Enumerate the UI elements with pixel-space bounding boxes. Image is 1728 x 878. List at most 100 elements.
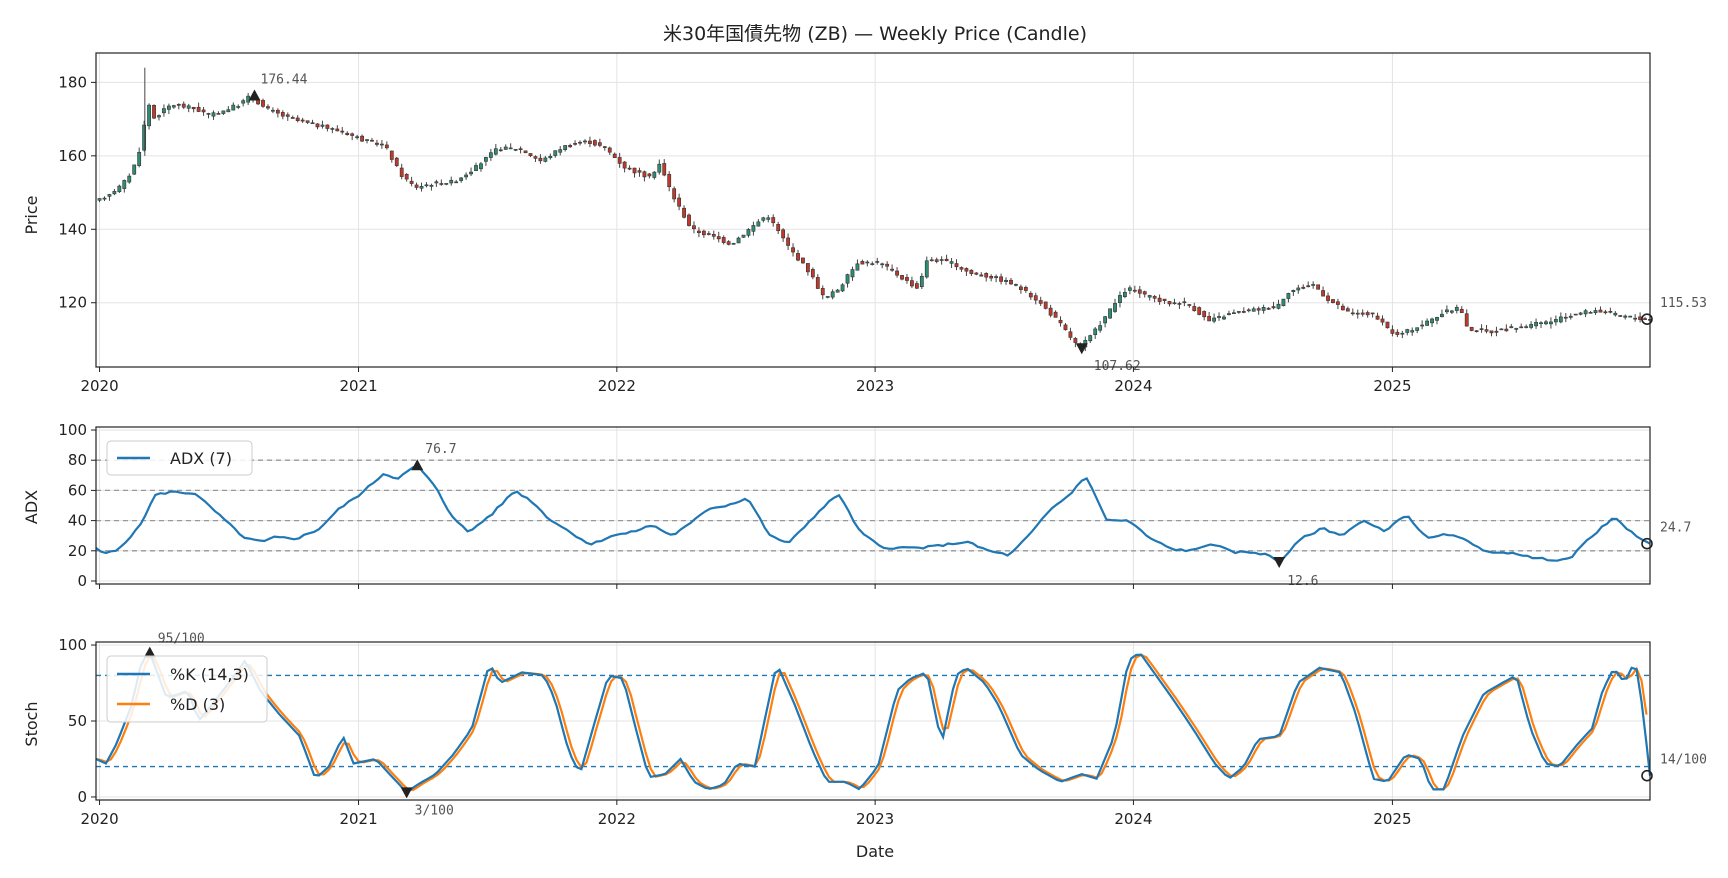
candle-body	[1420, 324, 1425, 327]
candle-body	[865, 261, 870, 264]
price-candles	[97, 67, 1652, 352]
candle-body	[1093, 328, 1098, 336]
candle-body	[1023, 287, 1028, 291]
stoch-grid	[96, 642, 1650, 800]
candle-body	[810, 269, 815, 278]
candle-body	[652, 171, 657, 178]
candle-body	[924, 260, 929, 278]
candle-body	[1568, 315, 1573, 318]
candle-body	[840, 284, 845, 292]
candle-body	[741, 234, 746, 238]
candle-body	[563, 145, 568, 150]
candle-body	[746, 229, 751, 236]
price-x-tick-label: 2020	[80, 377, 118, 395]
price-y-tick-label: 180	[58, 73, 87, 91]
candle-body	[157, 115, 161, 118]
candle-body	[1608, 311, 1613, 313]
price-y-tick-label: 120	[58, 294, 87, 312]
adx-y-tick-label: 80	[68, 451, 87, 469]
candle-body	[1182, 301, 1187, 304]
candle-body	[1296, 287, 1301, 291]
candle-body	[1236, 311, 1241, 313]
candle-body	[657, 163, 662, 173]
candle-body	[528, 153, 533, 157]
candle-body	[1514, 328, 1519, 330]
candle-body	[756, 221, 761, 227]
candle-body	[969, 269, 974, 274]
candle-body	[1553, 319, 1558, 323]
candle-body	[786, 237, 790, 246]
candle-body	[751, 225, 756, 232]
candle-body	[414, 184, 419, 188]
candle-body	[672, 188, 677, 200]
candle-body	[191, 106, 196, 110]
candle-body	[1227, 313, 1231, 315]
stoch-x-tick-label: 2024	[1114, 810, 1152, 828]
candle-body	[1232, 312, 1236, 314]
candle-body	[1425, 320, 1429, 326]
adx-last-label: 24.7	[1660, 521, 1691, 536]
candle-body	[662, 163, 667, 176]
candle-body	[533, 156, 538, 159]
candle-body	[394, 157, 399, 166]
candle-body	[137, 151, 142, 166]
candle-body	[1643, 318, 1647, 320]
candle-body	[1142, 291, 1147, 295]
candle-body	[900, 275, 904, 280]
candle-body	[474, 165, 478, 172]
candle-body	[845, 274, 850, 284]
candle-body	[1103, 316, 1108, 324]
candle-body	[285, 114, 290, 117]
candle-body	[706, 233, 711, 235]
candle-body	[830, 291, 835, 298]
candle-body	[300, 119, 305, 122]
candle-body	[518, 148, 523, 150]
candle-body	[1127, 287, 1132, 291]
candle-body	[1286, 293, 1291, 299]
candle-body	[449, 179, 454, 184]
candle-body	[1157, 297, 1162, 302]
candle-body	[1063, 324, 1068, 331]
candle-body	[890, 268, 895, 271]
candle-body	[325, 124, 330, 129]
candle-body	[1256, 308, 1261, 311]
candle-body	[434, 181, 439, 184]
candle-body	[166, 105, 171, 110]
candle-body	[573, 143, 577, 145]
candle-body	[1524, 326, 1529, 328]
candle-body	[617, 157, 622, 164]
candle-body	[1172, 302, 1177, 305]
candle-body	[379, 143, 384, 146]
candle-body	[1212, 317, 1216, 322]
candle-body	[602, 146, 607, 148]
candle-body	[1038, 300, 1043, 304]
price-x-tick-label: 2025	[1373, 377, 1411, 395]
stoch-legend-d-label: %D (3)	[170, 695, 225, 714]
candle-body	[1588, 312, 1593, 314]
candle-body	[597, 142, 602, 146]
stoch-max-marker	[143, 646, 156, 658]
candle-body	[419, 185, 424, 189]
candle-body	[929, 259, 934, 262]
candle-body	[201, 109, 206, 113]
candle-body	[538, 157, 543, 162]
candle-body	[687, 214, 691, 226]
adx-min-marker	[1273, 556, 1286, 568]
candle-body	[181, 103, 186, 108]
candle-body	[345, 132, 350, 136]
candle-body	[1435, 316, 1439, 321]
candle-body	[1217, 316, 1221, 318]
candle-body	[622, 161, 627, 169]
candle-body	[1474, 330, 1479, 333]
candle-body	[1469, 326, 1474, 331]
candle-body	[1251, 308, 1256, 312]
candle-body	[176, 104, 181, 106]
candle-body	[365, 139, 369, 141]
candle-body	[647, 173, 652, 177]
candle-body	[1276, 303, 1281, 309]
candle-body	[1152, 296, 1157, 299]
stoch-x-tick-label: 2023	[856, 810, 894, 828]
candle-body	[1623, 315, 1628, 318]
candle-body	[1539, 322, 1543, 325]
candle-body	[895, 270, 899, 276]
